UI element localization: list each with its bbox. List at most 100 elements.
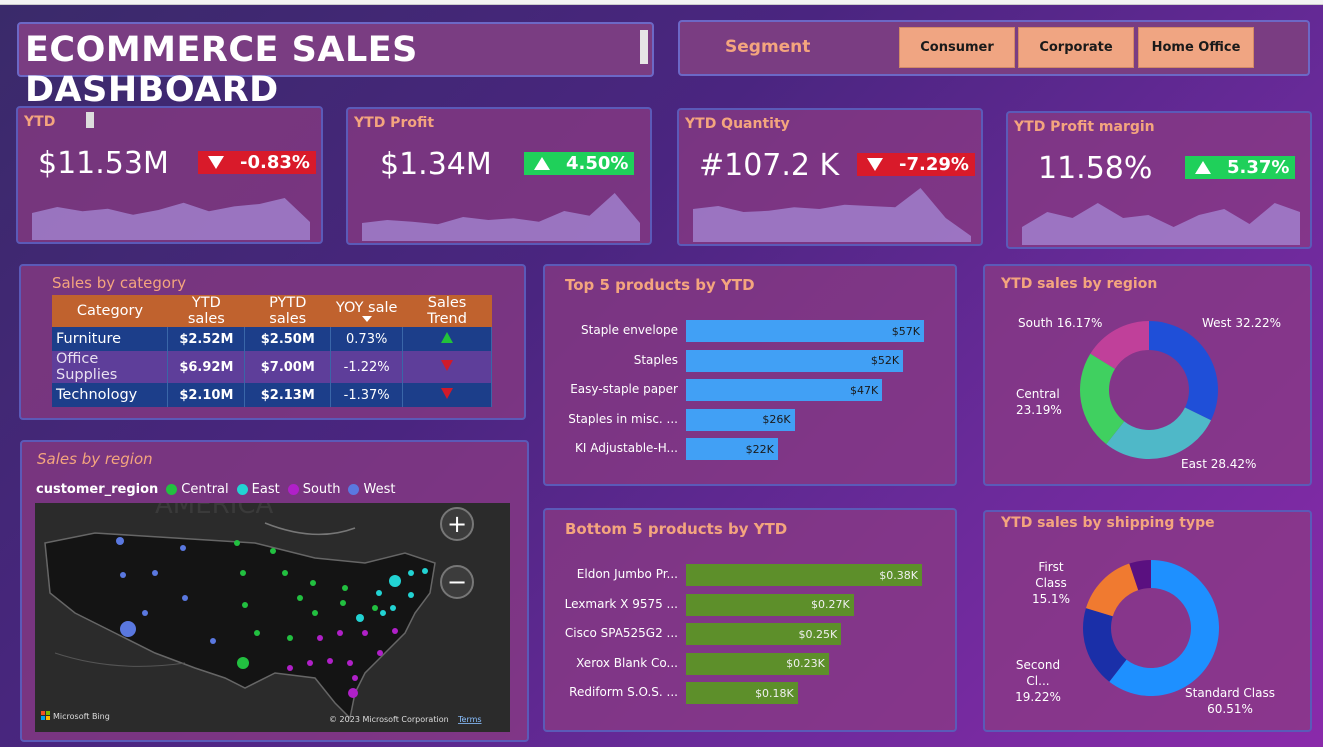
section-title: Sales by region [37, 450, 153, 468]
map-point [237, 657, 249, 669]
segment-corporate-button[interactable]: Corporate [1018, 27, 1134, 68]
kpi-title: YTD Profit [354, 115, 435, 131]
map-point [340, 600, 346, 606]
segment-label: Segment [725, 37, 811, 57]
map-canvas: AMERICA [41, 503, 482, 724]
chart-title: Top 5 products by YTD [565, 276, 755, 294]
pytd-cell: $2.13M [244, 383, 332, 407]
trend-cell [402, 351, 492, 383]
kpi-change-badge: -0.83% [198, 151, 316, 174]
segment-consumer-button[interactable]: Consumer [899, 27, 1015, 68]
sparkline-area [32, 198, 310, 240]
kpi-title: YTD [24, 114, 56, 130]
bar-category-label: Eldon Jumbo Pr... [576, 567, 678, 581]
map-legend: customer_region Central East South West [36, 482, 395, 497]
bar[interactable]: $0.38K [686, 564, 922, 586]
trend-cell [402, 383, 492, 407]
map-point [307, 660, 313, 666]
bar[interactable]: $0.23K [686, 652, 829, 675]
kpi-card-ytd-sales[interactable]: YTD $11.53M -0.83% [16, 106, 323, 244]
top-strip [0, 0, 1323, 5]
bar[interactable]: $52K [686, 349, 904, 372]
map-point [287, 635, 293, 641]
donut-slice-east[interactable] [1106, 407, 1212, 459]
kpi-change: 4.50% [566, 153, 629, 174]
kpi-sparkline [1022, 203, 1300, 245]
bottom-5-products-card: Bottom 5 products by YTD Eldon Jumbo Pr.… [543, 508, 957, 732]
column-header-pytd-sales[interactable]: PYTD sales [244, 295, 331, 327]
column-header-category[interactable]: Category [52, 295, 168, 327]
map-point [422, 568, 428, 574]
map-points [116, 537, 428, 698]
legend-item[interactable]: Central [181, 482, 229, 497]
zoom-in-button[interactable]: + [440, 507, 474, 541]
map-attribution: Microsoft Bing [53, 712, 110, 721]
zoom-out-button[interactable]: − [440, 565, 474, 599]
donut-slice-same-day[interactable] [1129, 560, 1151, 591]
map-point [142, 610, 148, 616]
kpi-change-badge: 4.50% [524, 152, 635, 175]
bar[interactable]: $0.25K [686, 623, 842, 645]
legend-item[interactable]: East [251, 482, 280, 497]
map-point [180, 545, 186, 551]
map-point [297, 595, 303, 601]
donut-slice-second-class[interactable] [1083, 608, 1127, 682]
kpi-card-ytd-quantity[interactable]: YTD Quantity #107.2 K -7.29% [677, 108, 983, 246]
bar[interactable]: $0.27K [686, 593, 854, 616]
slice-label-east: East 28.42% [1181, 457, 1257, 471]
bar-category-label: Xerox Blank Co... [576, 655, 678, 670]
down-triangle-icon [867, 158, 883, 171]
kpi-change: 5.37% [1227, 157, 1290, 178]
column-header-ytd-sales[interactable]: YTD sales [167, 295, 245, 327]
bar-category-label: Easy-staple paper [570, 382, 678, 396]
segment-home-office-button[interactable]: Home Office [1138, 27, 1254, 68]
us-landmass [44, 532, 436, 720]
kpi-change-badge: 5.37% [1185, 156, 1296, 179]
map-point [120, 621, 136, 637]
category-table: Category YTD sales PYTD sales YOY sale S… [52, 295, 492, 407]
yoy-cell: -1.37% [330, 383, 404, 407]
map-point [317, 635, 323, 641]
chart-title: YTD sales by region [1001, 276, 1158, 292]
bar[interactable]: $26K [686, 408, 795, 431]
kpi-title: YTD Quantity [685, 116, 790, 132]
kpi-card-ytd-profit-margin[interactable]: YTD Profit margin 11.58% 5.37% [1006, 111, 1312, 249]
legend-item[interactable]: West [363, 482, 396, 497]
trend-down-icon [441, 388, 454, 399]
table-row[interactable]: Furniture $2.52M $2.50M 0.73% [52, 327, 492, 351]
column-header-yoy-sale[interactable]: YOY sale [330, 295, 403, 327]
bar[interactable]: $0.18K [686, 682, 798, 704]
donut-slice-first-class[interactable] [1085, 563, 1139, 617]
column-header-sales-trend[interactable]: Sales Trend [402, 295, 492, 327]
bar-category-label: Lexmark X 9575 ... [564, 596, 678, 611]
map-point [327, 658, 333, 664]
legend-item[interactable]: South [302, 482, 341, 497]
bar-category-label: Staple envelope [581, 323, 678, 337]
top-5-products-card: Top 5 products by YTD Staple envelope $57… [543, 264, 957, 486]
yoy-cell: -1.22% [330, 351, 404, 383]
bar[interactable]: $22K [686, 438, 778, 460]
map-point [377, 650, 383, 656]
legend-dot-central [166, 484, 178, 495]
map-point [270, 548, 276, 554]
map-terms-link[interactable]: Terms [457, 715, 482, 724]
donut-slice-south[interactable] [1090, 321, 1149, 369]
text-cursor [640, 30, 648, 64]
map-point [372, 605, 378, 611]
donut-slice-standard-class[interactable] [1109, 560, 1219, 696]
text-cursor [86, 112, 94, 128]
bar[interactable]: $57K [686, 320, 924, 342]
map-point [210, 638, 216, 644]
slice-label-standard-class: Standard Class 60.51% [1185, 686, 1275, 716]
map-point [352, 675, 358, 681]
donut-slice-central[interactable] [1080, 353, 1125, 445]
donut-slice-west[interactable] [1149, 321, 1218, 421]
table-row[interactable]: Technology $2.10M $2.13M -1.37% [52, 383, 492, 407]
kpi-card-ytd-profit[interactable]: YTD Profit $1.34M 4.50% [346, 107, 652, 245]
region-map[interactable]: AMERICA [35, 503, 510, 732]
map-point [337, 630, 343, 636]
map-bg-label: AMERICA [155, 503, 274, 520]
map-point [348, 688, 358, 698]
table-row[interactable]: Office Supplies $6.92M $7.00M -1.22% [52, 351, 492, 383]
bar[interactable]: $47K [686, 379, 883, 401]
